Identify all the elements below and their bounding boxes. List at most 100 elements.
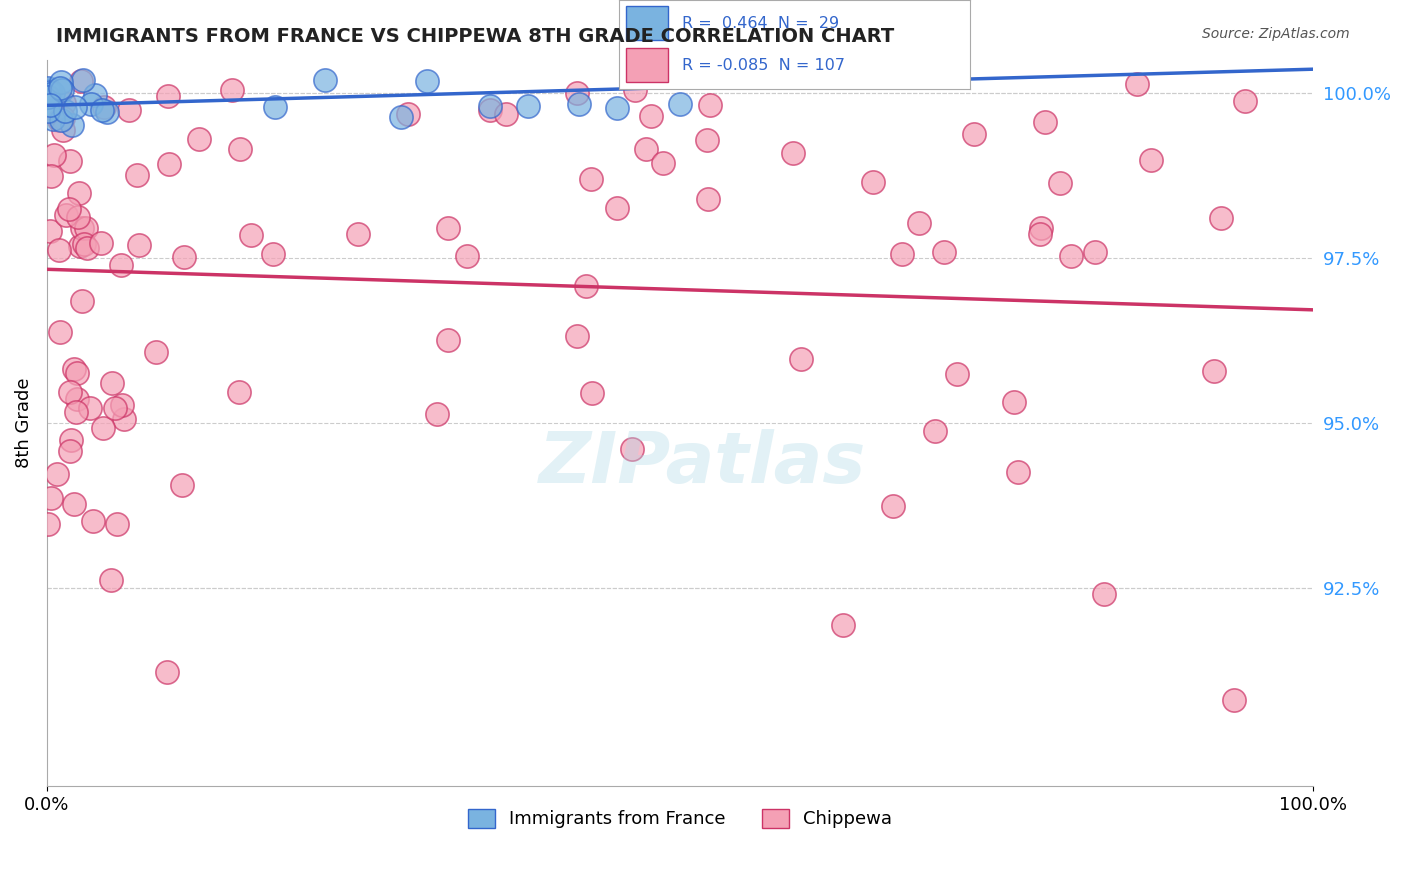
Point bbox=[934, 244, 956, 259]
Point bbox=[58, 202, 80, 216]
Point bbox=[1211, 211, 1233, 225]
Point bbox=[782, 145, 804, 160]
Point bbox=[75, 220, 97, 235]
Point bbox=[42, 148, 65, 162]
Point bbox=[128, 238, 150, 252]
Point bbox=[1007, 465, 1029, 479]
Point bbox=[790, 352, 813, 367]
Point bbox=[699, 98, 721, 112]
Point bbox=[579, 172, 602, 186]
Point bbox=[46, 467, 69, 482]
Point bbox=[1059, 249, 1081, 263]
Point bbox=[63, 496, 86, 510]
Point bbox=[66, 392, 89, 406]
Point bbox=[80, 96, 103, 111]
Point bbox=[105, 516, 128, 531]
Point bbox=[1140, 153, 1163, 167]
Text: IMMIGRANTS FROM FRANCE VS CHIPPEWA 8TH GRADE CORRELATION CHART: IMMIGRANTS FROM FRANCE VS CHIPPEWA 8TH G… bbox=[56, 27, 894, 45]
Point bbox=[426, 407, 449, 421]
Point bbox=[52, 122, 75, 136]
Point bbox=[82, 514, 104, 528]
Legend: Immigrants from France, Chippewa: Immigrants from France, Chippewa bbox=[461, 802, 900, 836]
Point bbox=[347, 227, 370, 242]
Point bbox=[70, 74, 93, 88]
Point bbox=[145, 344, 167, 359]
Point bbox=[39, 169, 62, 183]
Point bbox=[55, 208, 77, 222]
Point bbox=[83, 87, 105, 102]
Point bbox=[101, 376, 124, 390]
Point bbox=[436, 333, 458, 347]
Bar bbox=[626, 48, 668, 82]
Point bbox=[517, 99, 540, 113]
Point bbox=[636, 142, 658, 156]
Point bbox=[37, 81, 59, 95]
Point bbox=[696, 133, 718, 147]
Point bbox=[606, 102, 628, 116]
Point bbox=[621, 442, 644, 456]
Point bbox=[72, 73, 94, 87]
Point bbox=[456, 249, 478, 263]
Point bbox=[37, 104, 59, 119]
Bar bbox=[626, 6, 668, 40]
Point bbox=[1202, 363, 1225, 377]
Point bbox=[49, 326, 72, 340]
Point bbox=[416, 74, 439, 88]
Point bbox=[39, 97, 62, 112]
Point bbox=[882, 499, 904, 513]
Point bbox=[62, 118, 84, 132]
Point bbox=[228, 385, 250, 400]
Text: R =  0.464  N =  29: R = 0.464 N = 29 bbox=[682, 16, 839, 30]
Point bbox=[39, 83, 62, 97]
Point bbox=[398, 106, 420, 120]
Point bbox=[907, 216, 929, 230]
Point bbox=[63, 100, 86, 114]
Text: R = -0.085  N = 107: R = -0.085 N = 107 bbox=[682, 58, 845, 72]
Point bbox=[1049, 176, 1071, 190]
Point bbox=[93, 100, 115, 114]
Point bbox=[69, 239, 91, 253]
Point bbox=[221, 83, 243, 97]
Point bbox=[891, 247, 914, 261]
Point bbox=[37, 90, 59, 104]
Point bbox=[172, 478, 194, 492]
Point bbox=[53, 96, 76, 111]
Point bbox=[391, 111, 413, 125]
Point bbox=[1084, 244, 1107, 259]
Point bbox=[39, 491, 62, 506]
Point bbox=[59, 384, 82, 399]
Point bbox=[263, 100, 285, 114]
Point bbox=[1223, 693, 1246, 707]
Point bbox=[1234, 95, 1257, 109]
Point bbox=[63, 361, 86, 376]
Point bbox=[49, 75, 72, 89]
Point bbox=[39, 224, 62, 238]
Point bbox=[90, 103, 112, 118]
Point bbox=[832, 618, 855, 632]
Point bbox=[157, 88, 180, 103]
Point bbox=[112, 412, 135, 426]
Point bbox=[229, 142, 252, 156]
Point bbox=[42, 86, 65, 100]
Point bbox=[100, 573, 122, 587]
Point bbox=[38, 85, 60, 99]
Point bbox=[173, 250, 195, 264]
Point bbox=[48, 243, 70, 257]
Point bbox=[575, 278, 598, 293]
Point bbox=[70, 293, 93, 308]
Point bbox=[495, 106, 517, 120]
Point bbox=[651, 156, 673, 170]
Point bbox=[157, 157, 180, 171]
Point bbox=[60, 433, 83, 447]
Text: ZIPatlas: ZIPatlas bbox=[540, 429, 866, 499]
Point bbox=[640, 109, 662, 123]
Point bbox=[67, 186, 90, 201]
Point bbox=[52, 112, 75, 126]
Point bbox=[262, 246, 284, 260]
Point bbox=[1029, 227, 1052, 241]
Point bbox=[565, 86, 588, 100]
Point bbox=[240, 227, 263, 242]
Point bbox=[478, 103, 501, 117]
Point bbox=[48, 113, 70, 128]
Point bbox=[76, 241, 98, 255]
